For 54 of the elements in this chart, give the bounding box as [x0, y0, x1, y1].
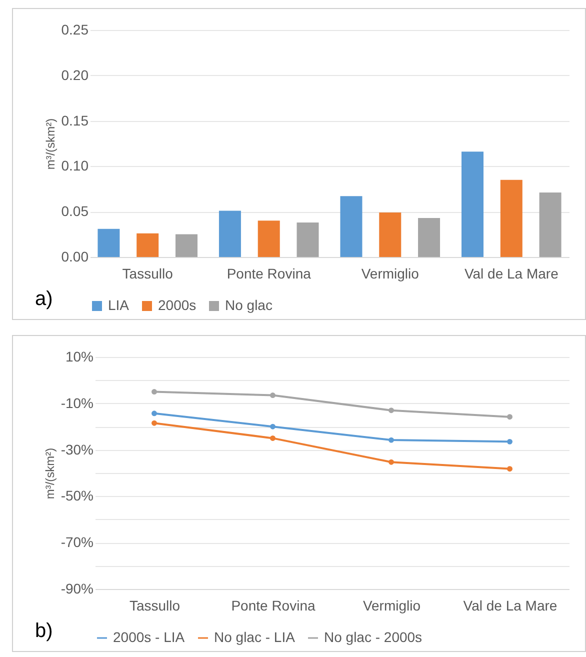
x-tick-label: Val de La Mare: [463, 598, 558, 614]
point: [388, 437, 394, 443]
legend-label: No glac: [225, 297, 272, 313]
y-axis-title: m³/(skm²): [43, 118, 58, 170]
bar: [418, 218, 440, 257]
x-tick-label: Ponte Rovina: [226, 266, 312, 282]
point: [270, 435, 276, 441]
x-tick-label: Vermiglio: [361, 266, 420, 282]
point: [507, 438, 512, 444]
bar: [539, 192, 562, 257]
y-tick-label: 10%: [65, 348, 94, 364]
bar: [379, 212, 402, 257]
x-tick-label: Tassullo: [129, 598, 180, 614]
y-axis-title: m³/(skm²): [42, 448, 57, 500]
legend-label: LIA: [108, 297, 130, 313]
x-tick-label: Tassullo: [122, 266, 174, 282]
bar: [258, 220, 280, 257]
x-tick-label: Vermiglio: [362, 598, 421, 614]
point: [152, 410, 157, 416]
bar: [98, 228, 120, 257]
y-tick-label: 0.05: [61, 203, 89, 220]
y-tick-label: 0.10: [61, 158, 89, 174]
y-tick-label: 0.20: [61, 66, 89, 83]
text: b): [35, 620, 53, 643]
y-tick-label: -10%: [60, 394, 94, 411]
bar: [218, 210, 241, 257]
x-tick-label: Ponte Rovina: [231, 598, 316, 614]
bar: [500, 180, 522, 257]
bar: [136, 233, 159, 257]
point: [388, 408, 394, 414]
legend-label: No glac - 2000s: [324, 629, 422, 645]
x-tick-label: Val de La Mare: [464, 266, 559, 282]
point: [388, 459, 394, 465]
point: [152, 389, 157, 395]
bar: [296, 222, 319, 257]
legend-label: 2000s - LIA: [113, 629, 186, 645]
bar: [462, 152, 484, 257]
y-tick-label: -90%: [60, 580, 94, 596]
y-tick-label: 0.25: [61, 22, 89, 38]
bar: [340, 196, 362, 257]
legend-label: No glac - LIA: [214, 629, 296, 645]
y-tick-label: -30%: [60, 441, 94, 458]
point: [507, 466, 512, 472]
point: [270, 424, 276, 430]
y-tick-label: -50%: [60, 488, 94, 504]
text: a): [35, 288, 53, 311]
legend-label: 2000s: [158, 297, 196, 313]
y-tick-label: -70%: [60, 534, 94, 550]
point: [507, 414, 512, 420]
bar: [176, 234, 198, 257]
point: [270, 392, 276, 398]
point: [152, 420, 157, 426]
y-tick-label: 0.15: [61, 112, 89, 128]
y-tick-label: 0.00: [61, 248, 89, 264]
